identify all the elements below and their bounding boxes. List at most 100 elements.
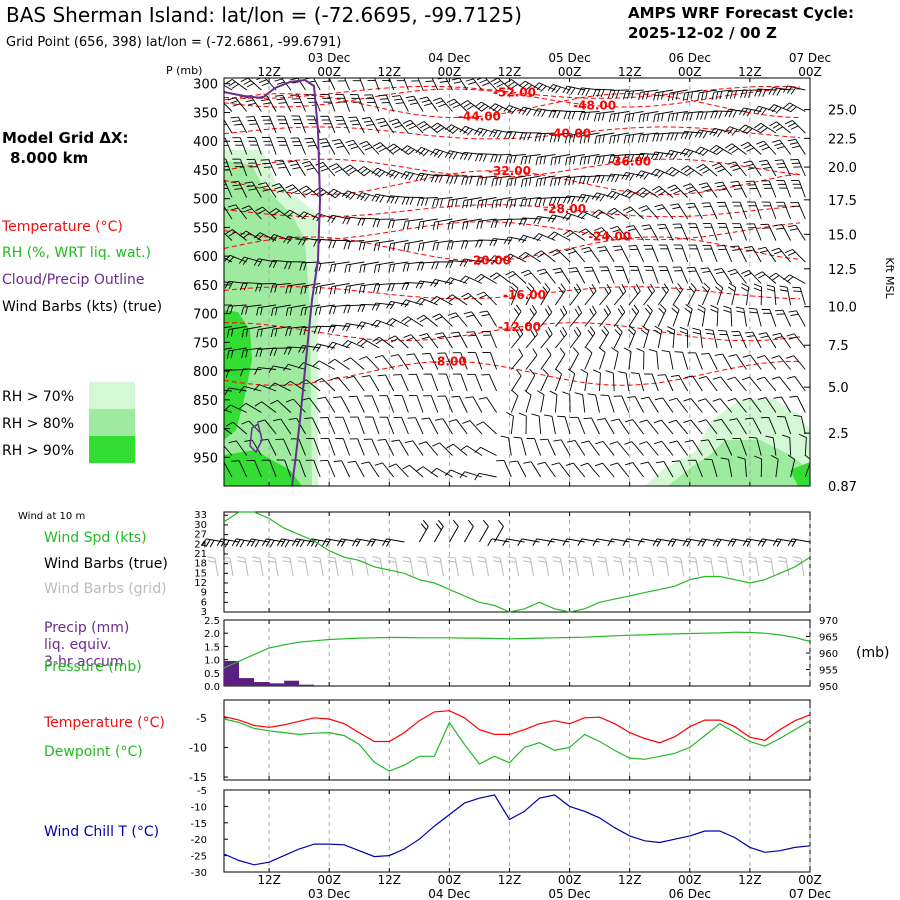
upper-wind-barb-flag — [621, 172, 627, 180]
upper-wind-barb-flag — [271, 307, 274, 316]
wind10m-true-barb — [206, 538, 225, 543]
upper-wind-barb — [235, 204, 248, 220]
upper-wind-barb — [540, 312, 553, 327]
upper-wind-barb-flag — [616, 112, 620, 121]
upper-wind-barb — [264, 419, 277, 435]
upper-wind-barb-flag — [301, 213, 308, 220]
upper-wind-barb-flag — [787, 138, 796, 142]
upper-wind-barb-flag — [331, 215, 337, 223]
upper-wind-barb-flag — [444, 277, 451, 285]
time-tick-label: 12Z — [498, 873, 522, 887]
upper-wind-barb-flag — [359, 356, 367, 361]
upper-wind-barb-flag — [640, 329, 648, 335]
upper-wind-barb-flag — [476, 221, 480, 230]
upper-wind-barb — [684, 131, 703, 134]
upper-wind-barb — [385, 374, 395, 392]
upper-wind-barb-flag — [259, 79, 267, 84]
upper-wind-barb-flag — [439, 80, 448, 83]
upper-wind-barb-flag — [276, 163, 285, 166]
upper-wind-barb-flag — [626, 154, 631, 163]
upper-wind-barb-flag — [562, 305, 568, 313]
upper-wind-barb-flag — [447, 221, 450, 231]
wind10m-true-barb-flag — [577, 538, 583, 547]
upper-wind-barb-flag — [730, 164, 738, 168]
upper-wind-barb — [581, 154, 600, 158]
upper-wind-barb-flag — [349, 169, 357, 175]
upper-wind-barb — [627, 189, 644, 198]
upper-wind-barb-flag — [504, 79, 512, 85]
upper-wind-barb-flag — [300, 286, 303, 295]
upper-wind-barb — [467, 100, 483, 112]
upper-wind-barb — [243, 326, 262, 331]
upper-wind-barb — [284, 115, 292, 134]
upper-wind-barb-flag — [460, 100, 468, 106]
upper-wind-barb-flag — [654, 170, 661, 177]
upper-wind-barb-flag — [463, 152, 469, 161]
upper-wind-barb — [725, 223, 733, 241]
upper-wind-barb — [343, 94, 351, 112]
upper-wind-barb-flag — [405, 282, 410, 291]
upper-wind-barb-flag — [342, 323, 347, 331]
upper-wind-barb-flag — [528, 198, 532, 207]
upper-wind-barb-flag — [713, 147, 721, 153]
upper-wind-barb-flag — [240, 78, 249, 83]
upper-wind-barb-flag — [467, 334, 477, 337]
upper-wind-barb — [772, 87, 791, 91]
upper-wind-barb — [508, 154, 527, 157]
upper-wind-barb — [554, 394, 558, 413]
upper-wind-barb — [710, 223, 718, 241]
wind-chill-tick-label: -25 — [191, 852, 207, 863]
upper-wind-barb-flag — [754, 122, 762, 129]
upper-wind-barb-flag — [744, 90, 748, 98]
upper-wind-barb-flag — [727, 268, 736, 273]
upper-wind-barb-flag — [452, 152, 458, 160]
upper-wind-barb-flag — [377, 284, 381, 293]
upper-wind-barb-flag — [672, 206, 681, 210]
upper-wind-barb-flag — [465, 176, 469, 185]
temperature-contour-line — [224, 286, 801, 300]
wind10m-true-barb-flag — [201, 538, 207, 547]
wind10m-grid-barb-flag — [372, 560, 381, 563]
upper-wind-barb-flag — [510, 286, 517, 293]
upper-wind-barb-flag — [459, 126, 466, 133]
time-tick-label: 00Z — [798, 65, 822, 79]
upper-wind-barb-flag — [690, 91, 693, 100]
upper-wind-barb — [405, 240, 424, 245]
upper-wind-barb-flag — [433, 297, 441, 304]
upper-wind-barb — [465, 275, 483, 284]
upper-wind-barb — [268, 159, 277, 177]
upper-wind-barb-flag — [597, 156, 601, 165]
upper-wind-barb-flag — [746, 249, 755, 252]
legend-rh70-swatch — [89, 382, 135, 409]
upper-wind-barb-flag — [260, 307, 263, 316]
upper-wind-barb-flag — [589, 308, 595, 316]
upper-wind-barb-flag — [451, 78, 460, 81]
upper-wind-barb — [551, 416, 556, 435]
upper-wind-barb — [458, 78, 468, 91]
wind10m-true-barb-flag — [420, 523, 427, 531]
upper-wind-barb-flag — [479, 153, 484, 162]
upper-wind-barb-flag — [618, 371, 627, 374]
upper-wind-barb-flag — [686, 266, 695, 269]
upper-wind-barb-flag — [213, 351, 215, 359]
upper-wind-barb-flag — [361, 375, 370, 378]
upper-wind-barb-flag — [761, 146, 770, 151]
wind10m-grid-barb-flag — [552, 556, 561, 559]
upper-wind-barb-flag — [637, 134, 641, 143]
upper-wind-barb — [510, 355, 524, 370]
upper-wind-barb-flag — [239, 230, 247, 237]
upper-wind-barb-flag — [760, 335, 769, 339]
upper-wind-barb-flag — [727, 127, 734, 135]
upper-wind-barb-flag — [329, 264, 333, 273]
upper-wind-barb-flag — [493, 274, 501, 280]
upper-wind-barb — [337, 376, 350, 392]
upper-wind-barb — [357, 94, 365, 112]
upper-wind-barb-flag — [386, 301, 392, 309]
time-tick-label: 00Z — [798, 873, 822, 887]
pressure-tick-label: 400 — [193, 135, 218, 150]
upper-wind-barb — [398, 354, 409, 370]
wind10m-true-barb-flag — [487, 538, 493, 547]
upper-wind-barb-flag — [393, 172, 400, 179]
upper-wind-barb-flag — [318, 263, 322, 272]
upper-wind-barb — [781, 224, 791, 241]
